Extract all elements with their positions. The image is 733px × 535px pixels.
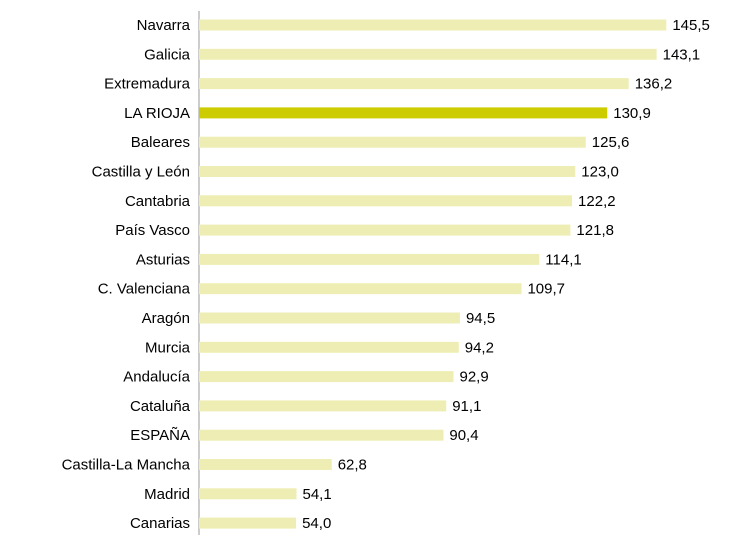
bar [199, 19, 667, 31]
value-label: 122,2 [578, 193, 616, 210]
bar [199, 429, 444, 441]
bar [199, 224, 571, 236]
bar [199, 253, 540, 265]
value-label: 109,7 [527, 281, 565, 298]
category-label: Andalucía [123, 369, 190, 386]
value-label: 54,1 [303, 486, 332, 503]
bar [199, 166, 576, 177]
value-label: 91,1 [452, 398, 481, 415]
category-label: Castilla-La Mancha [62, 456, 191, 473]
value-label: 130,9 [613, 105, 651, 122]
bar [199, 371, 454, 383]
value-label: 114,1 [545, 251, 581, 268]
category-label: ESPAÑA [130, 427, 190, 444]
value-label: 90,4 [449, 427, 478, 444]
bar [199, 48, 657, 60]
value-label: 92,9 [460, 369, 489, 386]
bar [199, 400, 447, 412]
value-label: 143,1 [663, 46, 701, 63]
category-label: Extremadura [104, 76, 191, 93]
value-label: 136,2 [635, 76, 673, 93]
bar [199, 488, 297, 500]
category-label: C. Valenciana [98, 281, 191, 298]
category-label: Murcia [145, 339, 191, 356]
category-label: Castilla y León [92, 163, 190, 180]
value-label: 54,0 [302, 515, 331, 532]
category-label: Galicia [144, 46, 191, 63]
value-label: 123,0 [581, 163, 619, 180]
bar [199, 517, 297, 529]
bar [199, 136, 586, 148]
value-label: 62,8 [338, 456, 367, 473]
value-label: 121,8 [576, 222, 614, 239]
category-label: Asturias [136, 251, 190, 268]
value-label: 94,2 [465, 339, 494, 356]
value-label: 125,6 [592, 134, 630, 151]
category-label: Canarias [130, 515, 190, 532]
bar [199, 78, 629, 90]
category-label: LA RIOJA [124, 105, 190, 122]
bar [199, 195, 573, 207]
bar [199, 107, 608, 119]
bar [199, 283, 522, 295]
category-label: País Vasco [115, 222, 190, 239]
value-label: 94,5 [466, 310, 495, 327]
value-label: 145,5 [672, 17, 710, 34]
bar [199, 312, 460, 324]
bar [199, 459, 332, 470]
category-label: Cataluña [130, 398, 191, 415]
category-label: Madrid [144, 486, 190, 503]
category-label: Cantabria [125, 193, 191, 210]
bar [199, 341, 459, 353]
category-label: Navarra [137, 17, 191, 34]
category-label: Baleares [131, 134, 190, 151]
category-label: Aragón [142, 310, 190, 327]
